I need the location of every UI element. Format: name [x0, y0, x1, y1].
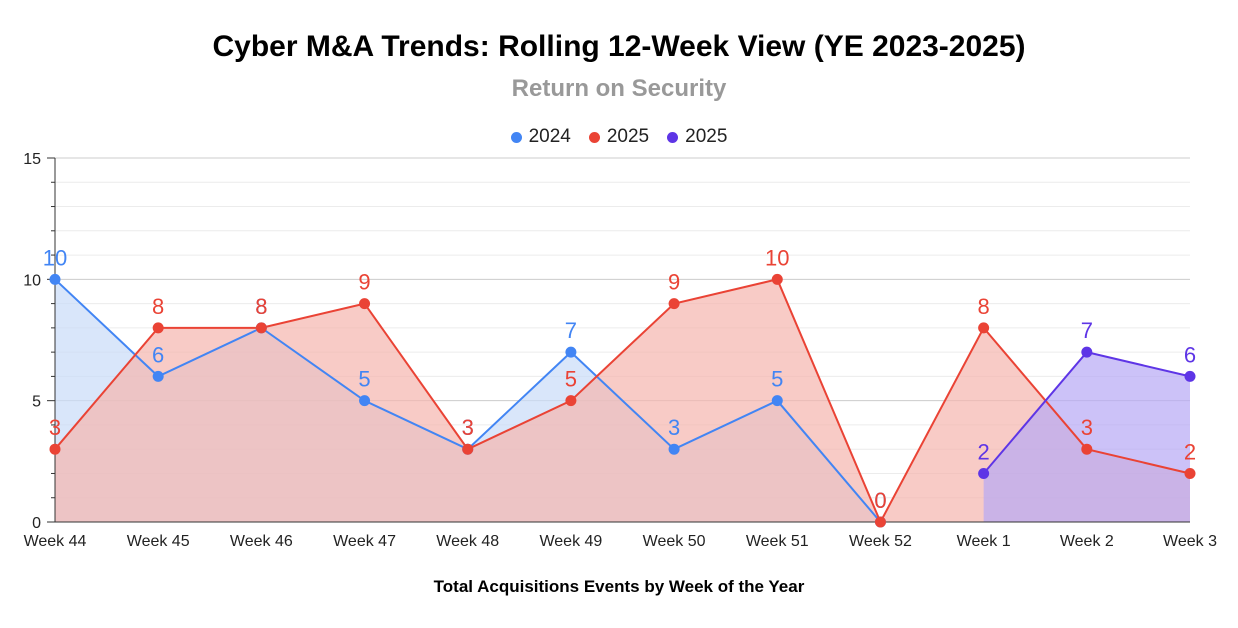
data-label-0: 6 [152, 342, 164, 367]
data-point-1 [771, 273, 783, 285]
legend-label-2024: 2024 [528, 126, 571, 147]
data-label-0: 5 [771, 367, 783, 392]
data-label-1: 9 [358, 270, 370, 295]
y-tick-label: 5 [32, 394, 41, 411]
x-tick-label: Week 48 [436, 533, 499, 550]
data-label-1: 8 [255, 294, 267, 319]
series-line-1 [54, 278, 1191, 525]
data-point-1 [359, 298, 371, 310]
x-tick-label: Week 47 [333, 533, 396, 550]
point-layer [49, 273, 1196, 528]
data-label-2: 7 [1081, 318, 1093, 343]
data-label-0: 7 [565, 318, 577, 343]
x-tick-label: Week 45 [127, 533, 190, 550]
data-label-1: 3 [49, 415, 61, 440]
data-label-0: 0 [874, 488, 886, 513]
x-tick-label: Week 49 [539, 533, 602, 550]
data-label-1: 0 [874, 488, 886, 513]
data-point-0 [771, 395, 783, 407]
x-tick-label: Week 3 [1163, 533, 1217, 550]
data-label-0: 3 [668, 415, 680, 440]
chart-subtitle: Return on Security [511, 75, 727, 102]
data-point-1 [1081, 443, 1093, 455]
x-tick-label: Week 44 [24, 533, 87, 550]
data-label-1: 9 [668, 270, 680, 295]
data-point-2 [978, 467, 990, 479]
legend-label-2025-purple: 2025 [685, 126, 728, 147]
x-axis-title: Total Acquisitions Events by Week of the… [433, 577, 805, 596]
data-point-1 [978, 322, 990, 334]
legend-item-2024[interactable]: 2024 [510, 126, 571, 148]
data-point-1 [49, 443, 61, 455]
data-label-0: 8 [255, 294, 267, 319]
x-tick-label: Week 1 [957, 533, 1011, 550]
data-label-1: 2 [1184, 439, 1196, 464]
data-label-1: 5 [565, 367, 577, 392]
data-point-0 [49, 273, 61, 285]
data-label-1: 8 [152, 294, 164, 319]
data-point-1 [255, 322, 267, 334]
series-area-2 [983, 352, 1190, 522]
legend-item-2025-purple[interactable]: 2025 [667, 126, 727, 148]
y-tick-label: 0 [32, 515, 41, 532]
chart-title: Cyber M&A Trends: Rolling 12-Week View (… [212, 30, 1026, 63]
data-label-0: 3 [462, 415, 474, 440]
legend-marker-2024 [510, 131, 522, 143]
data-point-0 [359, 395, 371, 407]
data-point-2 [1184, 370, 1196, 382]
data-label-0: 10 [43, 245, 67, 270]
data-label-1: 3 [1081, 415, 1093, 440]
y-tick-label: 10 [23, 272, 41, 289]
data-label-0: 5 [358, 367, 370, 392]
data-label-1: 10 [765, 245, 789, 270]
data-point-1 [874, 516, 886, 528]
legend-label-2025-red: 2025 [606, 126, 650, 147]
data-point-0 [152, 370, 164, 382]
data-point-0 [668, 443, 680, 455]
data-label-2: 2 [978, 439, 990, 464]
x-tick-label: Week 50 [643, 533, 706, 550]
data-point-1 [462, 443, 474, 455]
data-point-1 [1184, 467, 1196, 479]
x-tick-label: Week 46 [230, 533, 293, 550]
x-tick-label: Week 51 [746, 533, 809, 550]
x-tick-label: Week 2 [1060, 533, 1114, 550]
data-point-0 [565, 346, 577, 358]
data-label-2: 6 [1184, 342, 1196, 367]
data-point-1 [668, 298, 680, 310]
data-point-2 [1081, 346, 1093, 358]
y-tick-label: 15 [23, 151, 41, 168]
legend-marker-2025-red [588, 131, 600, 143]
legend-item-2025-red[interactable]: 2025 [588, 126, 650, 148]
data-label-1: 3 [462, 415, 474, 440]
data-label-1: 8 [978, 294, 990, 319]
data-point-1 [152, 322, 164, 334]
legend-marker-2025-purple [667, 131, 679, 143]
data-point-1 [565, 395, 577, 407]
chart-legend: 2024 2025 2025 [0, 126, 1238, 148]
axis-layer: 0 5 10 15 Week 44 Week 45 Week 46 Week 47 Week 4… [23, 151, 1217, 550]
x-tick-label: Week 52 [849, 533, 912, 550]
